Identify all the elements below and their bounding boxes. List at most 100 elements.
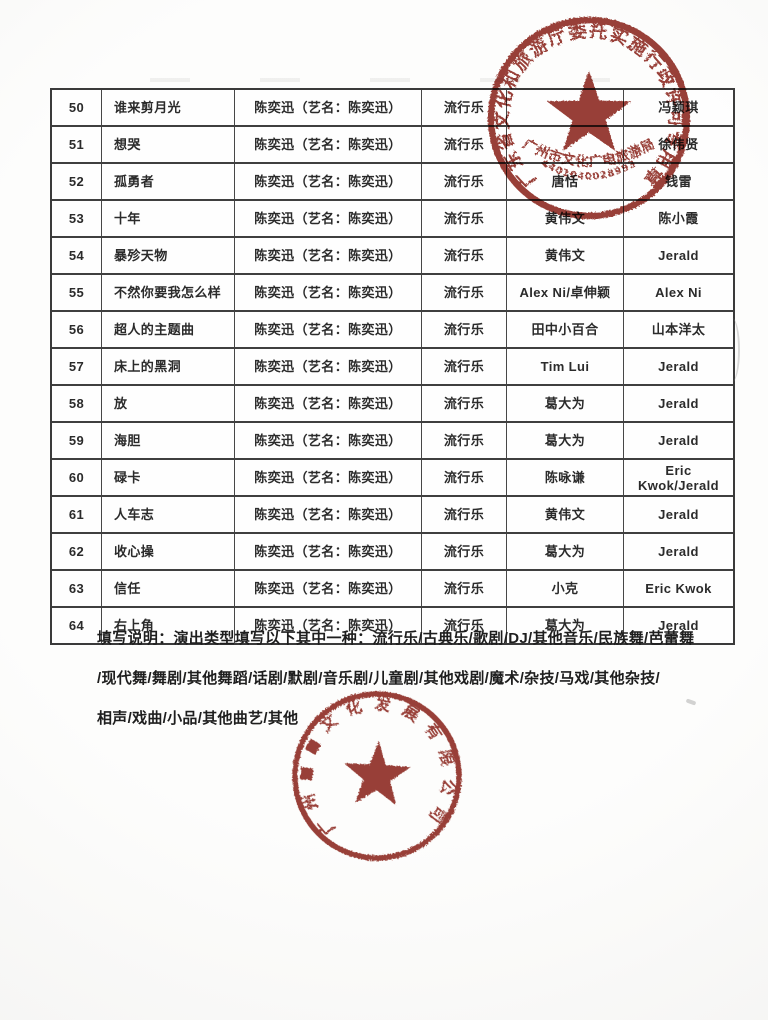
seal-outer-ring <box>487 16 691 220</box>
cell-composer: Jerald <box>658 433 699 448</box>
cell-composer: Jerald <box>658 618 699 633</box>
cell-row-number: 54 <box>52 238 102 273</box>
table-row: 58 放 陈奕迅（艺名：陈奕迅） 流行乐 葛大为 Jerald <box>52 386 733 423</box>
table-row: 55 不然你要我怎么样 陈奕迅（艺名：陈奕迅） 流行乐 Alex Ni/卓伸颖 … <box>52 275 733 312</box>
table-row: 60 碌卡 陈奕迅（艺名：陈奕迅） 流行乐 陈咏谦 Eric Kwok/Jera… <box>52 460 733 497</box>
cell-performer: 陈奕迅（艺名：陈奕迅） <box>235 127 422 162</box>
cell-song-title: 收心操 <box>102 534 235 569</box>
cell-composer: Jerald <box>658 248 699 263</box>
cell-song-title: 想哭 <box>102 127 235 162</box>
cell-composer: Jerald <box>658 396 699 411</box>
cell-composer: 徐伟贤 <box>658 137 699 152</box>
cell-song-title: 右上角 <box>102 608 235 643</box>
cell-song-title: 暴殄天物 <box>102 238 235 273</box>
cell-composer: Eric Kwok <box>645 581 712 596</box>
fill-in-instructions: 填写说明：演出类型填写以下其中一种：流行乐/古典乐/歌剧/DJ/其他音乐/民族舞… <box>97 630 697 750</box>
cell-performer: 陈奕迅（艺名：陈奕迅） <box>235 497 422 532</box>
cell-performance-type: 流行乐 <box>422 164 507 199</box>
cell-performer: 陈奕迅（艺名：陈奕迅） <box>235 571 422 606</box>
cell-performance-type: 流行乐 <box>422 275 507 310</box>
cell-lyricist: 小克 <box>507 571 624 606</box>
table-row: 59 海胆 陈奕迅（艺名：陈奕迅） 流行乐 葛大为 Jerald <box>52 423 733 460</box>
cell-performer: 陈奕迅（艺名：陈奕迅） <box>235 312 422 347</box>
cell-row-number: 53 <box>52 201 102 236</box>
instruction-line: 填写说明：演出类型填写以下其中一种：流行乐/古典乐/歌剧/DJ/其他音乐/民族舞… <box>97 630 695 647</box>
cell-lyricist <box>507 90 624 125</box>
instruction-line: /现代舞/舞剧/其他舞蹈/话剧/默剧/音乐剧/儿童剧/其他戏剧/魔术/杂技/马戏… <box>97 670 660 687</box>
table-row: 51 想哭 陈奕迅（艺名：陈奕迅） 流行乐 徐伟贤 <box>52 127 733 164</box>
cell-song-title: 人车志 <box>102 497 235 532</box>
table-row: 56 超人的主题曲 陈奕迅（艺名：陈奕迅） 流行乐 田中小百合 山本洋太 <box>52 312 733 349</box>
cell-performance-type: 流行乐 <box>422 534 507 569</box>
cell-performer: 陈奕迅（艺名：陈奕迅） <box>235 90 422 125</box>
cell-lyricist: 葛大为 <box>507 423 624 458</box>
cell-row-number: 61 <box>52 497 102 532</box>
cell-lyricist: 葛大为 <box>507 608 624 643</box>
song-list-table: 50 谁来剪月光 陈奕迅（艺名：陈奕迅） 流行乐 冯颖琪 51 想哭 陈奕迅（艺… <box>50 88 735 645</box>
cell-performance-type: 流行乐 <box>422 90 507 125</box>
cell-lyricist: 黄伟文 <box>507 497 624 532</box>
cell-performer: 陈奕迅（艺名：陈奕迅） <box>235 238 422 273</box>
cell-lyricist: 葛大为 <box>507 386 624 421</box>
cell-performer: 陈奕迅（艺名：陈奕迅） <box>235 386 422 421</box>
cell-row-number: 57 <box>52 349 102 384</box>
cell-performance-type: 流行乐 <box>422 423 507 458</box>
cell-composer: 山本洋太 <box>651 322 706 337</box>
cell-song-title: 十年 <box>102 201 235 236</box>
cell-performance-type: 流行乐 <box>422 127 507 162</box>
cell-performer: 陈奕迅（艺名：陈奕迅） <box>235 423 422 458</box>
seal-outer-ring <box>292 691 462 861</box>
cell-lyricist: Alex Ni/卓伸颖 <box>507 275 624 310</box>
song-table-body: 50 谁来剪月光 陈奕迅（艺名：陈奕迅） 流行乐 冯颖琪 51 想哭 陈奕迅（艺… <box>52 90 733 643</box>
cell-row-number: 55 <box>52 275 102 310</box>
cell-lyricist: 唐恬 <box>507 164 624 199</box>
cell-performer: 陈奕迅（艺名：陈奕迅） <box>235 534 422 569</box>
cell-composer: Jerald <box>658 359 699 374</box>
seal-star-icon <box>344 741 411 806</box>
cell-composer: 陈小霞 <box>658 211 699 226</box>
cell-row-number: 51 <box>52 127 102 162</box>
cell-composer: Jerald <box>658 544 699 559</box>
cell-song-title: 超人的主题曲 <box>102 312 235 347</box>
table-row: 63 信任 陈奕迅（艺名：陈奕迅） 流行乐 小克 Eric Kwok <box>52 571 733 608</box>
cell-song-title: 不然你要我怎么样 <box>102 275 235 310</box>
cell-song-title: 海胆 <box>102 423 235 458</box>
cell-lyricist: 葛大为 <box>507 534 624 569</box>
cell-lyricist: 陈咏谦 <box>507 460 624 495</box>
cell-row-number: 64 <box>52 608 102 643</box>
cell-row-number: 60 <box>52 460 102 495</box>
cell-performance-type: 流行乐 <box>422 571 507 606</box>
cell-lyricist: Tim Lui <box>507 349 624 384</box>
table-row: 52 孤勇者 陈奕迅（艺名：陈奕迅） 流行乐 唐恬 钱雷 <box>52 164 733 201</box>
table-row: 62 收心操 陈奕迅（艺名：陈奕迅） 流行乐 葛大为 Jerald <box>52 534 733 571</box>
cell-performance-type: 流行乐 <box>422 386 507 421</box>
table-row: 61 人车志 陈奕迅（艺名：陈奕迅） 流行乐 黄伟文 Jerald <box>52 497 733 534</box>
table-row: 64 右上角 陈奕迅（艺名：陈奕迅） 流行乐 葛大为 Jerald <box>52 608 733 643</box>
cell-song-title: 孤勇者 <box>102 164 235 199</box>
cell-lyricist: 田中小百合 <box>507 312 624 347</box>
cell-performer: 陈奕迅（艺名：陈奕迅） <box>235 164 422 199</box>
table-row: 54 暴殄天物 陈奕迅（艺名：陈奕迅） 流行乐 黄伟文 Jerald <box>52 238 733 275</box>
cell-row-number: 56 <box>52 312 102 347</box>
company-seal-bottom: 广州■■文化发展有限公司 <box>282 681 471 870</box>
cell-performer: 陈奕迅（艺名：陈奕迅） <box>235 608 422 643</box>
cell-song-title: 信任 <box>102 571 235 606</box>
cell-song-title: 床上的黑洞 <box>102 349 235 384</box>
cell-lyricist: 黄伟文 <box>507 238 624 273</box>
cell-performance-type: 流行乐 <box>422 349 507 384</box>
cell-row-number: 50 <box>52 90 102 125</box>
scan-smudge <box>150 78 610 82</box>
cell-row-number: 58 <box>52 386 102 421</box>
cell-composer: 钱雷 <box>665 174 692 189</box>
cell-performer: 陈奕迅（艺名：陈奕迅） <box>235 460 422 495</box>
instruction-line: 相声/戏曲/小品/其他曲艺/其他 <box>97 710 299 727</box>
cell-performer: 陈奕迅（艺名：陈奕迅） <box>235 349 422 384</box>
table-row: 57 床上的黑洞 陈奕迅（艺名：陈奕迅） 流行乐 Tim Lui Jerald <box>52 349 733 386</box>
cell-performance-type: 流行乐 <box>422 460 507 495</box>
cell-song-title: 谁来剪月光 <box>102 90 235 125</box>
seal-star-icon <box>546 70 632 151</box>
cell-song-title: 放 <box>102 386 235 421</box>
scan-smudge <box>724 318 740 382</box>
cell-composer: Eric Kwok/Jerald <box>638 462 719 493</box>
cell-performer: 陈奕迅（艺名：陈奕迅） <box>235 275 422 310</box>
